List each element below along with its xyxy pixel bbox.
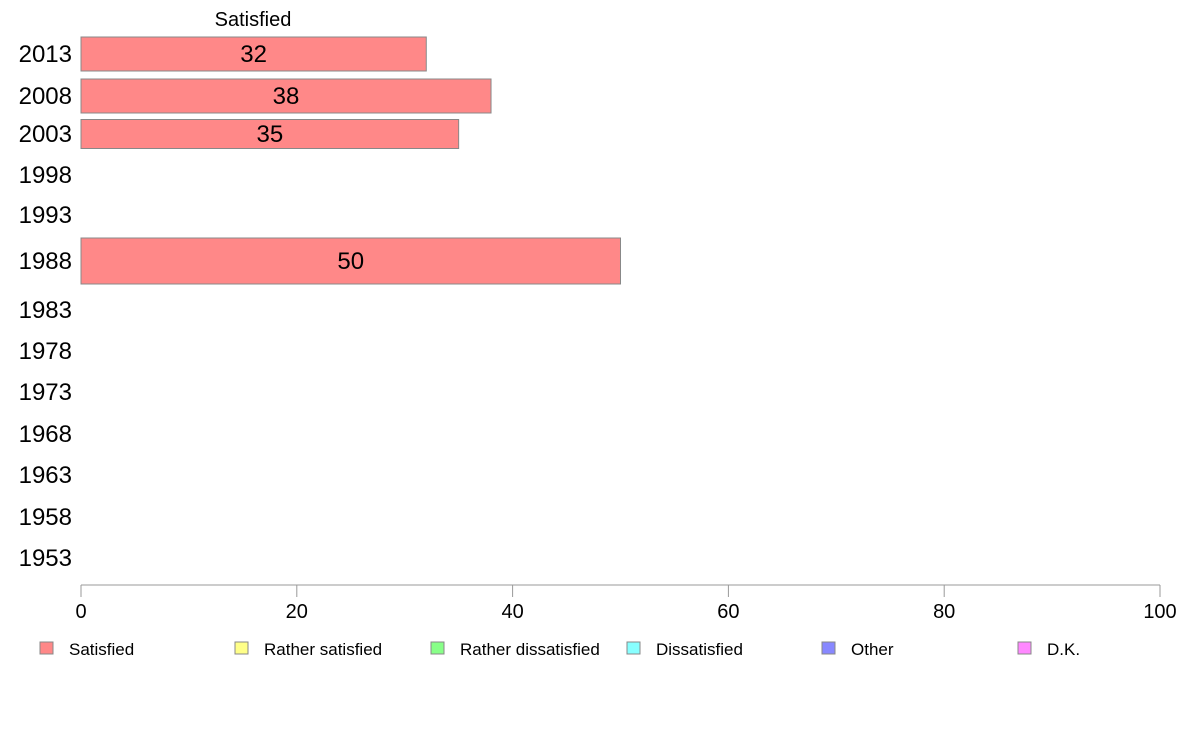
year-labels: 2013 2008 2003 1998 1993 1988 1983 1978 1973 1968… — [19, 41, 72, 572]
legend-label-other: Other — [851, 640, 894, 659]
legend-label-satisfied: Satisfied — [69, 640, 134, 659]
year-label-2008: 2008 — [19, 83, 72, 110]
bar-value-2003-satisfied: 35 — [256, 121, 283, 148]
year-label-1953: 1953 — [19, 545, 72, 572]
x-tick-label-100: 100 — [1143, 601, 1176, 623]
x-tick-label-0: 0 — [75, 601, 86, 623]
bar-2003-satisfied — [80, 119, 460, 149]
legend: Satisfied Rather satisfied Rather dissatis… — [39, 640, 1080, 659]
year-label-2003: 2003 — [19, 121, 72, 148]
legend-swatch-rather-dissatisfied — [430, 641, 445, 655]
bar-value-2013-satisfied: 32 — [240, 41, 267, 68]
legend-label-rather-dissatisfied: Rather dissatisfied — [460, 640, 600, 659]
x-tick-label-20: 20 — [286, 601, 308, 623]
x-tick-label-40: 40 — [501, 601, 523, 623]
legend-swatch-rather-satisfied — [234, 641, 249, 655]
year-label-1963: 1963 — [19, 462, 72, 489]
year-label-1958: 1958 — [19, 504, 72, 531]
year-label-1983: 1983 — [19, 297, 72, 324]
legend-swatch-satisfied — [39, 641, 54, 655]
legend-swatch-other — [821, 641, 836, 655]
x-tick-label-80: 80 — [933, 601, 955, 623]
x-axis: 0 20 40 60 80 100 — [75, 584, 1177, 623]
legend-swatch-d-k — [1017, 641, 1032, 655]
series-header: Satisfied — [215, 9, 292, 31]
bar-1988-satisfied — [80, 237, 621, 285]
legend-label-d-k: D.K. — [1047, 640, 1080, 659]
year-label-1968: 1968 — [19, 421, 72, 448]
bar-2008-satisfied — [80, 78, 492, 114]
legend-swatch-dissatisfied — [626, 641, 641, 655]
year-label-1998: 1998 — [19, 162, 72, 189]
bar-2013-satisfied — [80, 36, 427, 72]
year-label-1993: 1993 — [19, 202, 72, 229]
year-label-2013: 2013 — [19, 41, 72, 68]
year-label-1973: 1973 — [19, 379, 72, 406]
legend-label-rather-satisfied: Rather satisfied — [264, 640, 382, 659]
legend-label-dissatisfied: Dissatisfied — [656, 640, 743, 659]
x-tick-label-60: 60 — [717, 601, 739, 623]
year-label-1978: 1978 — [19, 338, 72, 365]
bar-value-2008-satisfied: 38 — [273, 83, 300, 110]
year-label-1988: 1988 — [19, 248, 72, 275]
bar-value-1988-satisfied: 50 — [337, 248, 364, 275]
